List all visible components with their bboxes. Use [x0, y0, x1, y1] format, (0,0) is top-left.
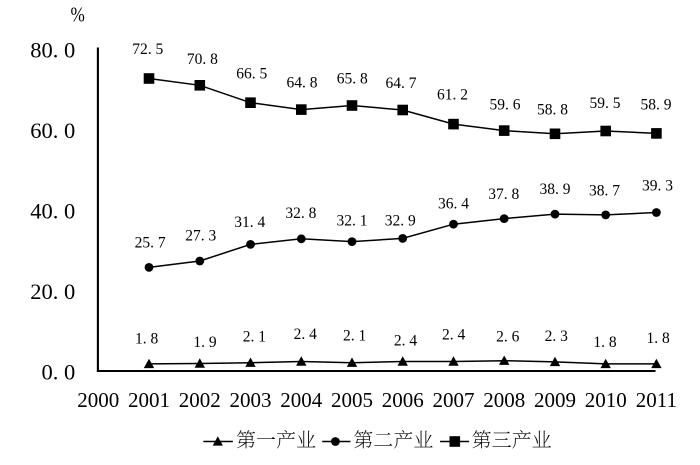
svg-text:2008: 2008	[483, 388, 525, 412]
svg-text:2. 4: 2. 4	[394, 333, 418, 350]
svg-text:32. 9: 32. 9	[385, 212, 416, 229]
svg-text:2011: 2011	[636, 388, 677, 412]
svg-text:1. 9: 1. 9	[193, 334, 217, 351]
svg-text:61. 2: 61. 2	[437, 86, 468, 103]
svg-text:32. 1: 32. 1	[337, 212, 368, 229]
svg-text:59. 6: 59. 6	[490, 96, 521, 113]
svg-text:2000: 2000	[77, 388, 119, 412]
svg-text:2003: 2003	[230, 388, 272, 412]
svg-text:27. 3: 27. 3	[185, 227, 216, 244]
svg-text:2009: 2009	[534, 388, 576, 412]
svg-text:2007: 2007	[433, 388, 475, 412]
svg-text:1. 8: 1. 8	[646, 330, 670, 347]
svg-text:2. 6: 2. 6	[496, 328, 520, 345]
svg-text:2. 1: 2. 1	[343, 328, 366, 345]
svg-text:64. 8: 64. 8	[287, 75, 318, 92]
svg-text:37. 8: 37. 8	[488, 186, 519, 203]
svg-text:2. 1: 2. 1	[243, 329, 266, 346]
svg-text:2001: 2001	[128, 388, 170, 412]
svg-text:1. 8: 1. 8	[593, 334, 617, 351]
svg-text:38. 7: 38. 7	[589, 182, 620, 199]
svg-text:64. 7: 64. 7	[386, 75, 417, 92]
svg-text:58. 9: 58. 9	[641, 96, 672, 113]
svg-text:40. 0: 40. 0	[30, 199, 75, 224]
svg-text:2004: 2004	[280, 388, 323, 412]
svg-text:80. 0: 80. 0	[30, 38, 75, 63]
svg-text:2. 4: 2. 4	[442, 326, 466, 343]
svg-text:2. 3: 2. 3	[545, 328, 569, 345]
svg-text:2010: 2010	[585, 388, 627, 412]
svg-text:38. 9: 38. 9	[540, 181, 571, 198]
svg-text:25. 7: 25. 7	[135, 235, 166, 252]
svg-text:31. 4: 31. 4	[234, 214, 265, 231]
svg-text:72. 5: 72. 5	[132, 41, 163, 58]
svg-text:0. 0: 0. 0	[42, 360, 76, 385]
svg-text:32. 8: 32. 8	[285, 205, 316, 222]
svg-text:2. 4: 2. 4	[294, 326, 318, 343]
svg-text:66. 5: 66. 5	[236, 65, 267, 82]
svg-text:36. 4: 36. 4	[438, 196, 469, 213]
svg-text:1. 8: 1. 8	[135, 331, 159, 348]
svg-text:20. 0: 20. 0	[30, 279, 75, 304]
svg-text:2002: 2002	[179, 388, 221, 412]
svg-text:2005: 2005	[331, 388, 373, 412]
svg-text:60. 0: 60. 0	[30, 118, 75, 143]
svg-text:58. 8: 58. 8	[537, 101, 568, 118]
svg-text:65. 8: 65. 8	[337, 71, 368, 88]
svg-text:%: %	[70, 4, 84, 27]
svg-text:70. 8: 70. 8	[187, 51, 218, 68]
svg-text:39. 3: 39. 3	[642, 177, 673, 194]
svg-text:2006: 2006	[382, 388, 424, 412]
svg-text:59. 5: 59. 5	[590, 95, 621, 112]
